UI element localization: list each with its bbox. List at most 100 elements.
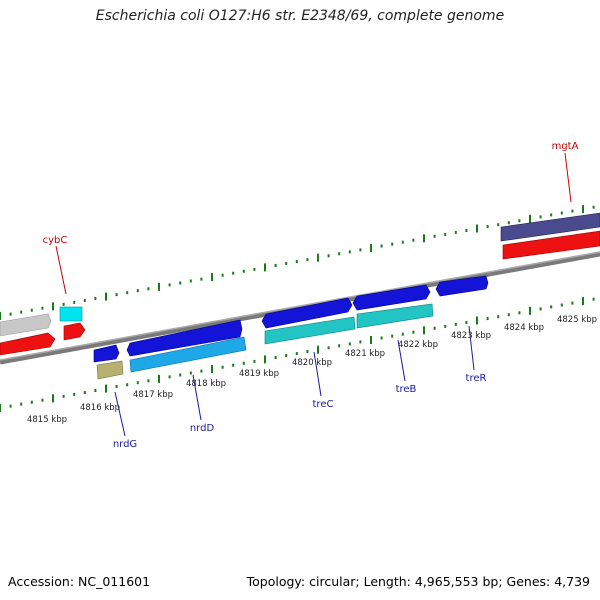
major-tick (158, 374, 160, 383)
minor-tick (401, 240, 404, 244)
minor-tick (20, 310, 23, 314)
minor-tick (136, 289, 139, 293)
minor-tick (242, 361, 245, 365)
major-tick (264, 263, 266, 272)
minor-tick (73, 392, 76, 396)
minor-tick (295, 352, 298, 356)
major-tick (0, 312, 1, 320)
minor-tick (274, 356, 277, 359)
olive-feature[interactable] (96, 360, 124, 380)
minor-tick (560, 211, 563, 215)
major-tick (317, 253, 319, 262)
trec-reverse-feature[interactable] (264, 316, 356, 345)
genome-backbone-highlight (0, 251, 600, 361)
major-tick (529, 306, 531, 315)
kbp-label: 4820 kbp (292, 358, 332, 368)
minor-tick (200, 277, 203, 281)
gene-label-trer: treR (466, 373, 487, 384)
genome-summary-text: Topology: circular; Length: 4,965,553 bp… (246, 574, 590, 589)
minor-tick (253, 267, 256, 271)
major-tick (211, 365, 213, 374)
minor-tick (200, 369, 203, 373)
mgta-feature[interactable] (500, 212, 600, 242)
minor-tick (444, 232, 447, 236)
minor-tick (62, 394, 65, 398)
gene-label-trec: treC (313, 399, 334, 410)
minor-tick (83, 391, 86, 394)
minor-tick (592, 205, 595, 209)
nrdd-leader (192, 374, 202, 421)
minor-tick (306, 350, 309, 354)
minor-tick (327, 346, 330, 350)
minor-tick (539, 215, 542, 219)
light-blue-feature[interactable] (129, 336, 247, 373)
minor-tick (560, 303, 563, 307)
minor-tick (359, 248, 362, 252)
gene-label-cybc: cybC (43, 235, 68, 246)
major-tick (105, 384, 107, 393)
minor-tick (571, 209, 574, 213)
minor-tick (465, 321, 468, 324)
trec-forward-feature[interactable] (261, 297, 353, 329)
red-feature-right[interactable] (502, 230, 600, 260)
grey-feature-left[interactable] (0, 313, 52, 337)
minor-tick (73, 300, 76, 304)
kbp-label: 4821 kbp (345, 349, 385, 359)
minor-tick (115, 293, 118, 297)
minor-tick (401, 332, 404, 336)
minor-tick (306, 258, 309, 262)
minor-tick (30, 308, 33, 312)
minor-tick (571, 301, 574, 305)
minor-tick (253, 359, 256, 363)
minor-tick (391, 334, 394, 338)
minor-tick (147, 287, 150, 291)
major-tick (158, 282, 160, 291)
minor-tick (168, 375, 171, 379)
treb-forward-feature[interactable] (352, 284, 431, 311)
major-tick (529, 214, 531, 223)
minor-tick (454, 322, 457, 326)
minor-tick (274, 264, 277, 267)
minor-tick (433, 326, 436, 330)
gene-label-nrdg: nrdG (113, 439, 137, 450)
minor-tick (486, 317, 489, 321)
cybc-leader (55, 245, 67, 295)
minor-tick (168, 283, 171, 287)
minor-tick (338, 252, 341, 256)
cybc-feature[interactable] (59, 306, 83, 322)
major-tick (317, 345, 319, 354)
minor-tick (41, 398, 44, 402)
minor-tick (94, 389, 97, 392)
minor-tick (189, 371, 192, 375)
kbp-label: 4824 kbp (504, 323, 544, 333)
red-feature-left[interactable] (0, 332, 56, 356)
minor-tick (179, 281, 182, 285)
minor-tick (221, 273, 224, 277)
mgta-leader (564, 152, 572, 203)
minor-tick (179, 373, 182, 377)
minor-tick (507, 313, 510, 317)
major-tick (52, 394, 54, 403)
minor-tick (338, 344, 341, 348)
minor-tick (433, 234, 436, 238)
nrdg-feature[interactable] (93, 344, 120, 363)
minor-tick (444, 324, 447, 328)
minor-tick (465, 229, 468, 232)
minor-tick (327, 254, 330, 258)
treb-reverse-feature[interactable] (356, 303, 434, 329)
trer-leader (468, 325, 475, 371)
minor-tick (62, 302, 65, 306)
trec-leader (313, 351, 322, 397)
trer-feature[interactable] (435, 275, 489, 297)
nrdd-feature[interactable] (126, 319, 243, 357)
red-feature-small[interactable] (63, 322, 86, 341)
kbp-label: 4823 kbp (451, 331, 491, 341)
minor-tick (454, 230, 457, 234)
minor-tick (9, 312, 12, 316)
minor-tick (507, 221, 510, 225)
treb-leader (397, 339, 406, 382)
kbp-label: 4817 kbp (133, 390, 173, 400)
accession-text: Accession: NC_011601 (8, 574, 151, 589)
major-tick (370, 336, 372, 344)
